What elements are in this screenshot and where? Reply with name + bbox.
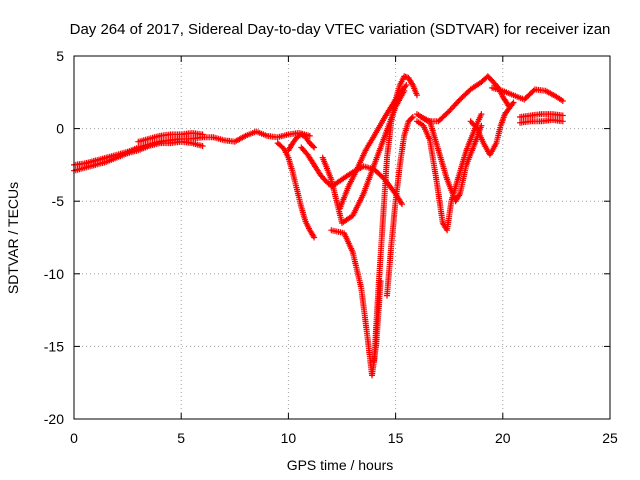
series-sat-o <box>414 73 513 125</box>
series-markers <box>517 116 566 126</box>
series-sat-e <box>285 131 318 154</box>
x-tick-label: 15 <box>388 430 404 446</box>
x-tick-label: 20 <box>495 430 511 446</box>
series-sat-d <box>274 140 318 241</box>
y-tick-label: -10 <box>44 266 64 282</box>
series-sat-q <box>489 84 566 104</box>
y-tick-label: 0 <box>56 121 64 137</box>
y-tick-label: 5 <box>56 48 64 64</box>
series-markers <box>135 130 206 145</box>
series-markers <box>489 84 566 104</box>
series-markers <box>384 114 416 299</box>
series-sat-i <box>328 227 384 379</box>
series-markers <box>414 111 485 234</box>
series-sat-m <box>414 111 485 234</box>
data-series <box>71 73 566 379</box>
plot-frame <box>73 55 611 420</box>
y-tick-label: -20 <box>44 411 64 427</box>
y-axis-label: SDTVAR / TECUs <box>5 182 21 294</box>
axis-ticks: 0 5 10 15 20 25 -20 -15 -10 -5 0 5 <box>44 48 618 446</box>
series-sat-s <box>517 116 566 126</box>
chart-title: Day 264 of 2017, Sidereal Day-to-day VTE… <box>70 21 611 38</box>
series-markers <box>298 144 335 189</box>
x-tick-label: 5 <box>177 430 185 446</box>
series-markers <box>328 227 384 379</box>
series-markers <box>274 140 318 241</box>
series-markers <box>285 131 318 154</box>
series-markers <box>517 111 566 120</box>
x-tick-label: 0 <box>70 430 78 446</box>
grid <box>74 56 610 419</box>
x-axis-label: GPS time / hours <box>287 457 394 473</box>
series-sat-r <box>517 111 566 120</box>
series-markers <box>414 73 513 125</box>
series-sat-f <box>298 144 335 189</box>
series-sat-l <box>384 114 416 299</box>
y-tick-label: -5 <box>52 193 65 209</box>
series-sat-p <box>467 99 517 158</box>
x-tick-label: 10 <box>281 430 297 446</box>
series-sat-c <box>135 130 206 145</box>
y-tick-label: -15 <box>44 338 64 354</box>
x-tick-label: 25 <box>602 430 618 446</box>
series-markers <box>467 99 517 158</box>
